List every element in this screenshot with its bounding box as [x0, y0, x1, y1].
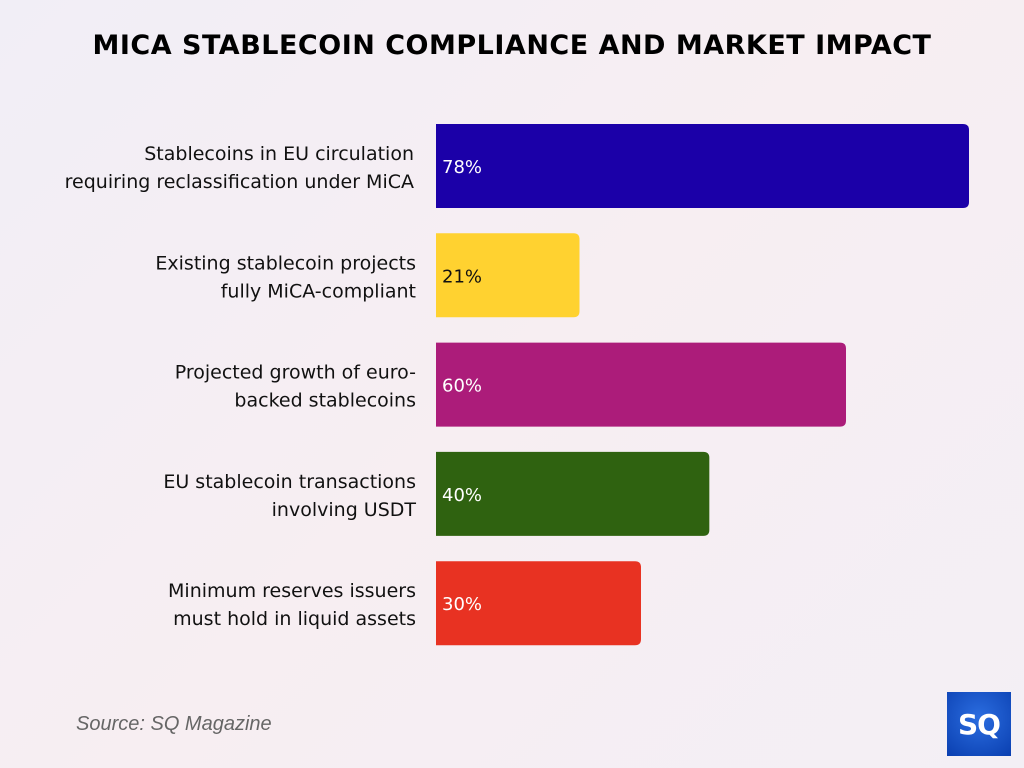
category-label: fully MiCA-compliant	[221, 280, 416, 302]
chart-title: MICA STABLECOIN COMPLIANCE AND MARKET IM…	[92, 30, 932, 61]
data-label: 60%	[442, 376, 482, 397]
bar-2	[436, 342, 846, 427]
category-label: backed stablecoins	[234, 390, 416, 412]
category-label: Projected growth of euro-	[175, 362, 416, 384]
bar-4	[436, 561, 641, 646]
category-label: Stablecoins in EU circulation	[144, 143, 414, 165]
bar-3	[436, 451, 710, 536]
source-note: Source: SQ Magazine	[76, 713, 272, 735]
data-label: 40%	[442, 485, 482, 506]
category-label: must hold in liquid assets	[173, 608, 416, 630]
bar-0	[436, 124, 969, 208]
data-label: 78%	[442, 157, 482, 178]
category-label: requiring reclassification under MiCA	[65, 171, 414, 193]
bar-1	[436, 233, 580, 318]
category-label: involving USDT	[272, 499, 417, 521]
category-label: Existing stablecoin projects	[155, 252, 416, 274]
data-label: 21%	[442, 266, 482, 287]
data-label: 30%	[442, 594, 482, 615]
category-label: EU stablecoin transactions	[163, 471, 416, 493]
category-label: Minimum reserves issuers	[168, 580, 416, 602]
sq-logo: SQ	[947, 692, 1011, 756]
